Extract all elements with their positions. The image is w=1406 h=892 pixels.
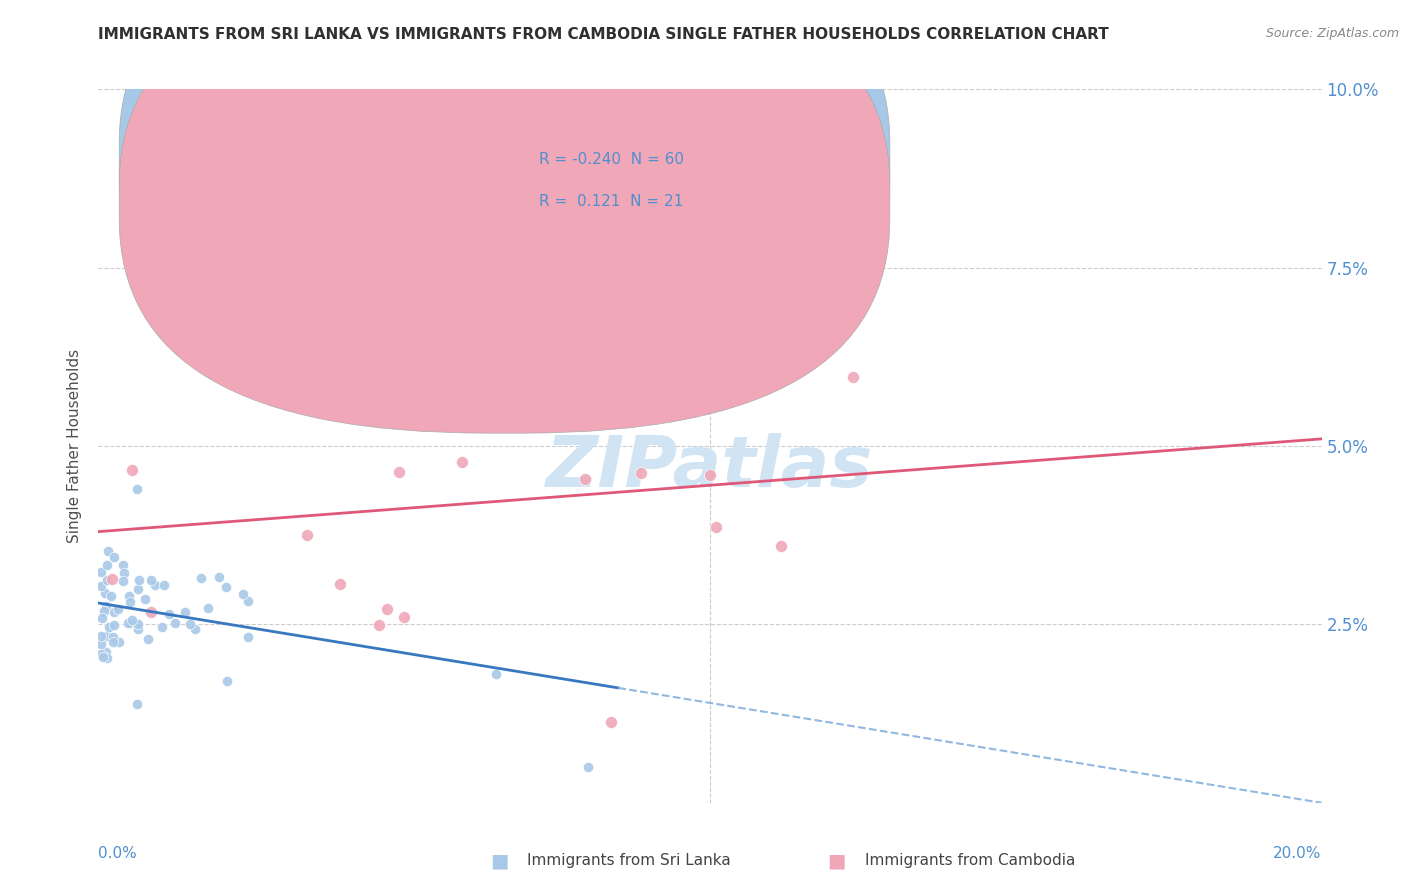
Point <box>367 617 389 632</box>
Point <box>664 376 686 390</box>
Point <box>139 605 162 619</box>
Text: Immigrants from Cambodia: Immigrants from Cambodia <box>865 854 1076 868</box>
Point <box>184 622 207 636</box>
Point <box>96 574 118 588</box>
Point <box>107 602 129 616</box>
Point <box>103 617 125 632</box>
Point <box>599 714 621 729</box>
FancyBboxPatch shape <box>465 114 838 239</box>
Text: Source: ZipAtlas.com: Source: ZipAtlas.com <box>1265 27 1399 40</box>
Point <box>118 595 141 609</box>
Point <box>136 632 159 647</box>
Point <box>136 232 159 246</box>
Point <box>630 467 652 481</box>
Point <box>127 582 149 596</box>
Point <box>107 635 129 649</box>
Point <box>97 620 120 634</box>
Point <box>94 586 117 600</box>
Point <box>134 592 156 607</box>
Point <box>101 631 124 645</box>
Point <box>103 635 125 649</box>
Point <box>127 622 149 636</box>
Point <box>842 369 865 384</box>
Point <box>90 579 112 593</box>
Point <box>163 615 186 630</box>
Point <box>139 573 162 587</box>
Point <box>103 549 125 564</box>
Text: Immigrants from Sri Lanka: Immigrants from Sri Lanka <box>527 854 731 868</box>
FancyBboxPatch shape <box>120 0 890 391</box>
Point <box>127 697 149 711</box>
Point <box>121 613 143 627</box>
Point <box>699 467 721 482</box>
Point <box>103 605 125 619</box>
Point <box>125 482 148 496</box>
Text: ■: ■ <box>489 851 509 871</box>
Text: 20.0%: 20.0% <box>1274 846 1322 861</box>
Point <box>91 650 114 665</box>
Point <box>96 599 118 614</box>
Point <box>96 558 118 573</box>
Text: R = -0.240  N = 60: R = -0.240 N = 60 <box>538 152 683 167</box>
Point <box>222 368 245 382</box>
Point <box>94 645 117 659</box>
Point <box>91 611 114 625</box>
Point <box>128 573 150 587</box>
Point <box>94 629 117 643</box>
Point <box>97 544 120 558</box>
Point <box>121 463 143 477</box>
Point <box>238 593 260 607</box>
Point <box>215 580 238 594</box>
Text: ZIPatlas: ZIPatlas <box>547 433 873 502</box>
Point <box>157 607 180 621</box>
Point <box>101 572 124 586</box>
Y-axis label: Single Father Households: Single Father Households <box>67 349 83 543</box>
Point <box>93 605 115 619</box>
Point <box>90 629 112 643</box>
Point <box>232 587 254 601</box>
Point <box>451 455 474 469</box>
Text: 0.0%: 0.0% <box>98 846 138 861</box>
Point <box>329 576 352 591</box>
Text: ■: ■ <box>827 851 846 871</box>
Point <box>117 615 139 630</box>
Point <box>392 610 416 624</box>
Point <box>190 571 212 585</box>
Point <box>173 605 195 619</box>
Point <box>375 602 398 616</box>
Point <box>143 577 166 591</box>
Point <box>114 566 136 580</box>
Point <box>96 651 118 665</box>
Point <box>485 667 508 681</box>
Point <box>769 539 792 553</box>
Point <box>160 153 183 168</box>
Text: R =  0.121  N = 21: R = 0.121 N = 21 <box>538 194 683 210</box>
Point <box>100 589 122 603</box>
Point <box>153 578 176 592</box>
Point <box>112 574 135 588</box>
Point <box>217 673 239 688</box>
Point <box>179 616 201 631</box>
Point <box>236 630 259 644</box>
Point <box>90 565 112 579</box>
Point <box>111 558 134 572</box>
Point <box>90 647 112 661</box>
FancyBboxPatch shape <box>120 0 890 434</box>
Point <box>120 615 142 630</box>
Point <box>90 637 112 651</box>
Point <box>118 589 141 603</box>
Point <box>150 619 173 633</box>
Point <box>388 466 411 480</box>
Point <box>295 527 318 541</box>
Point <box>207 570 229 584</box>
Point <box>127 616 149 631</box>
Point <box>574 472 596 486</box>
Point <box>576 760 599 774</box>
Point <box>706 520 728 534</box>
Point <box>197 601 219 615</box>
Text: IMMIGRANTS FROM SRI LANKA VS IMMIGRANTS FROM CAMBODIA SINGLE FATHER HOUSEHOLDS C: IMMIGRANTS FROM SRI LANKA VS IMMIGRANTS … <box>98 27 1109 42</box>
